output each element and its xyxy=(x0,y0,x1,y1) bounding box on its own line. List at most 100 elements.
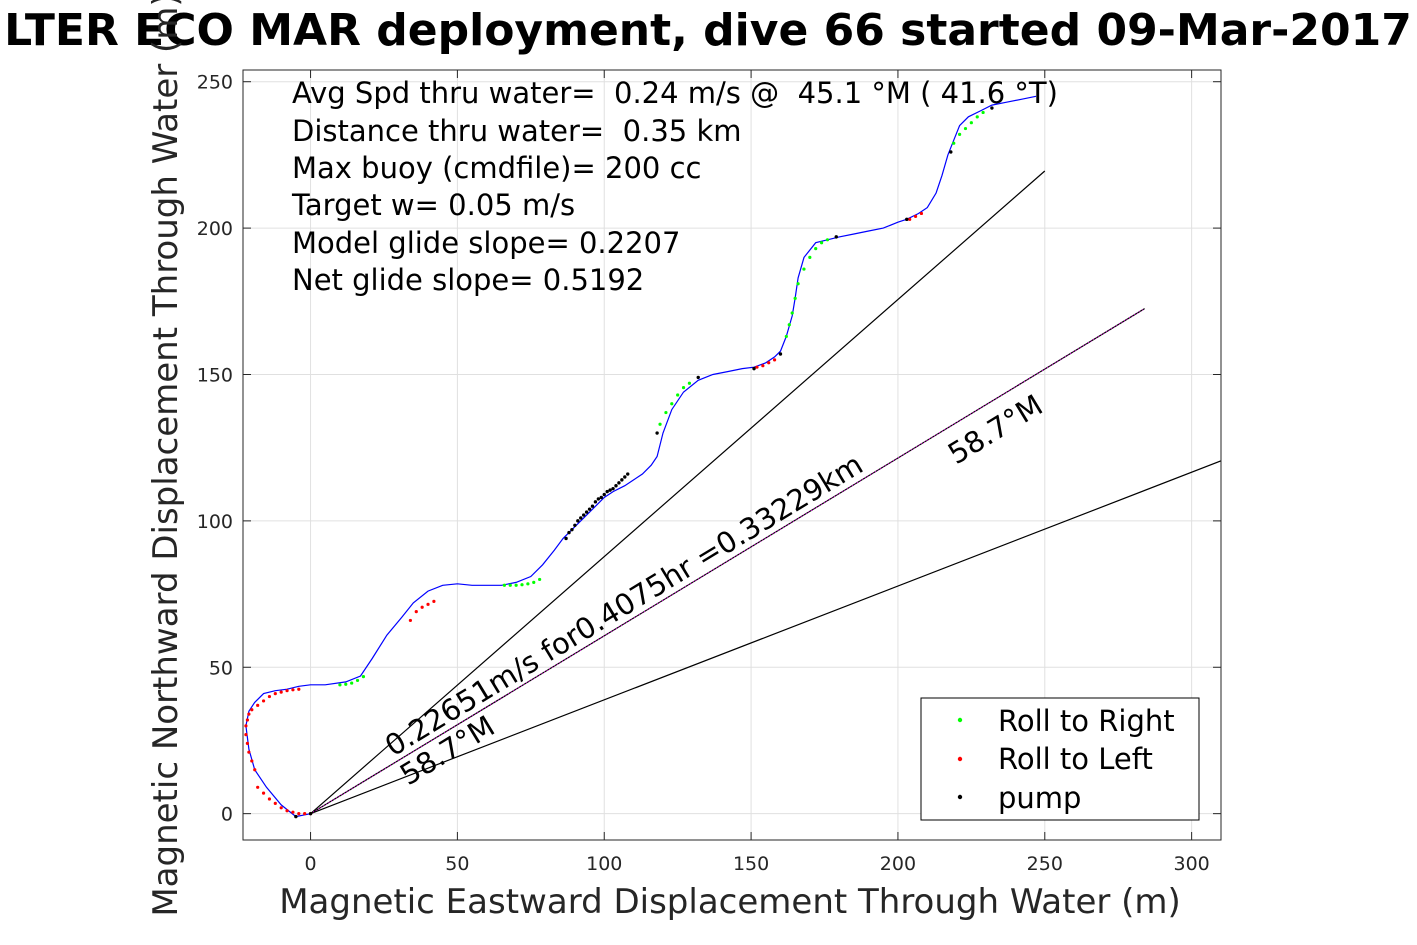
x-tick-label: 100 xyxy=(586,853,622,875)
roll-left-point xyxy=(303,812,307,816)
roll-left-point xyxy=(261,699,266,703)
roll-right-point xyxy=(790,311,794,315)
roll-left-point xyxy=(256,785,260,789)
roll-right-point xyxy=(969,121,973,125)
pump-point xyxy=(834,235,838,239)
pump-point xyxy=(587,507,592,511)
info-avg-speed: Avg Spd thru water= 0.24 m/s @ 45.1 °M (… xyxy=(292,76,1058,110)
x-tick-label: 300 xyxy=(1173,853,1209,875)
roll-right-point xyxy=(687,381,692,385)
roll-left-point xyxy=(273,692,277,696)
roll-right-point xyxy=(508,583,512,587)
pump-point xyxy=(949,150,953,154)
roll-left-point xyxy=(273,801,277,806)
pump-point xyxy=(611,486,615,491)
chart-title: LTER ECO MAR deployment, dive 66 started… xyxy=(4,5,1412,56)
pump-point xyxy=(605,489,609,494)
roll-right-point xyxy=(981,110,985,115)
pump-point xyxy=(905,217,909,222)
roll-left-point xyxy=(279,806,283,810)
roll-left-point xyxy=(247,712,251,716)
roll-right-point xyxy=(952,141,956,145)
pump-point xyxy=(752,366,756,371)
x-tick-label: 150 xyxy=(733,853,769,875)
pump-point xyxy=(579,516,583,520)
pump-point xyxy=(608,488,612,492)
info-model-glide: Model glide slope= 0.2207 xyxy=(292,226,680,260)
pump-point xyxy=(294,814,298,819)
legend-label-roll-left: Roll to Left xyxy=(998,742,1153,776)
info-text-block: Avg Spd thru water= 0.24 m/s @ 45.1 °M (… xyxy=(291,76,1058,297)
roll-left-point xyxy=(908,217,912,221)
roll-left-point xyxy=(408,618,413,623)
pump-point xyxy=(590,504,595,508)
roll-left-point xyxy=(244,733,248,737)
roll-left-point xyxy=(250,759,254,763)
pump-point xyxy=(626,472,630,476)
roll-left-point xyxy=(245,718,250,722)
pump-point xyxy=(584,510,589,514)
roll-right-point xyxy=(958,132,962,137)
roll-right-point xyxy=(670,402,674,406)
pump-point xyxy=(696,375,700,380)
roll-right-point xyxy=(975,115,979,119)
roll-right-point xyxy=(963,126,968,131)
roll-left-point xyxy=(432,599,436,603)
roll-left-point xyxy=(755,365,759,369)
roll-right-point xyxy=(819,241,824,245)
roll-right-point xyxy=(350,681,354,685)
pump-point xyxy=(596,497,601,501)
y-tick-label: 0 xyxy=(221,804,233,826)
roll-right-point xyxy=(814,246,818,251)
y-tick-label: 250 xyxy=(197,72,233,94)
heading-ray-magenta xyxy=(310,308,1145,815)
roll-right-point xyxy=(825,238,830,242)
pump-point xyxy=(778,352,783,356)
x-axis-label: Magnetic Eastward Displacement Through W… xyxy=(279,882,1181,922)
roll-left-point xyxy=(919,211,924,216)
pump-point xyxy=(617,481,621,485)
y-tick-label: 50 xyxy=(209,657,233,679)
roll-right-point xyxy=(338,683,342,687)
roll-left-point xyxy=(426,602,430,606)
roll-right-point xyxy=(796,282,800,286)
roll-right-point xyxy=(802,267,806,271)
axis-ticks: 0 50 100 150 200 250 300 0 50 100 150 200 250 xyxy=(197,70,1221,875)
pump-point xyxy=(602,492,606,497)
info-max-buoy: Max buoy (cmdfile)= 200 cc xyxy=(292,151,701,185)
roll-right-point xyxy=(502,583,506,587)
roll-left-point xyxy=(253,768,257,772)
roll-right-point xyxy=(526,582,530,586)
roll-left-point xyxy=(261,791,266,795)
x-tick-label: 50 xyxy=(445,853,469,875)
x-tick-label: 200 xyxy=(880,853,916,875)
x-tick-label: 250 xyxy=(1027,853,1063,875)
roll-left-point xyxy=(772,358,777,362)
plot-frame xyxy=(242,69,1222,841)
y-tick-label: 200 xyxy=(197,218,233,240)
roll-right-point xyxy=(514,583,518,587)
pump-point xyxy=(599,495,604,500)
roll-left-point xyxy=(245,741,250,745)
roll-left-point xyxy=(767,361,771,365)
roll-left-point xyxy=(279,690,283,694)
pump-point xyxy=(620,478,624,482)
y-tick-label: 100 xyxy=(197,511,233,533)
roll-left-point xyxy=(244,724,248,728)
pump-point xyxy=(623,475,627,479)
roll-right-point xyxy=(784,334,788,339)
info-distance: Distance thru water= 0.35 km xyxy=(292,114,742,148)
roll-right-point xyxy=(676,393,680,397)
roll-right-point xyxy=(793,296,797,300)
roll-left-point xyxy=(420,605,424,609)
roll-left-point xyxy=(267,797,272,801)
roll-right-point xyxy=(361,675,366,679)
roll-left-point xyxy=(247,750,251,754)
roll-left-point xyxy=(291,810,295,814)
legend-marker-pump xyxy=(957,794,963,800)
roll-right-point xyxy=(532,580,536,584)
grid-lines xyxy=(243,70,1221,840)
legend-label-pump: pump xyxy=(998,781,1081,815)
roll-right-point xyxy=(664,410,668,415)
